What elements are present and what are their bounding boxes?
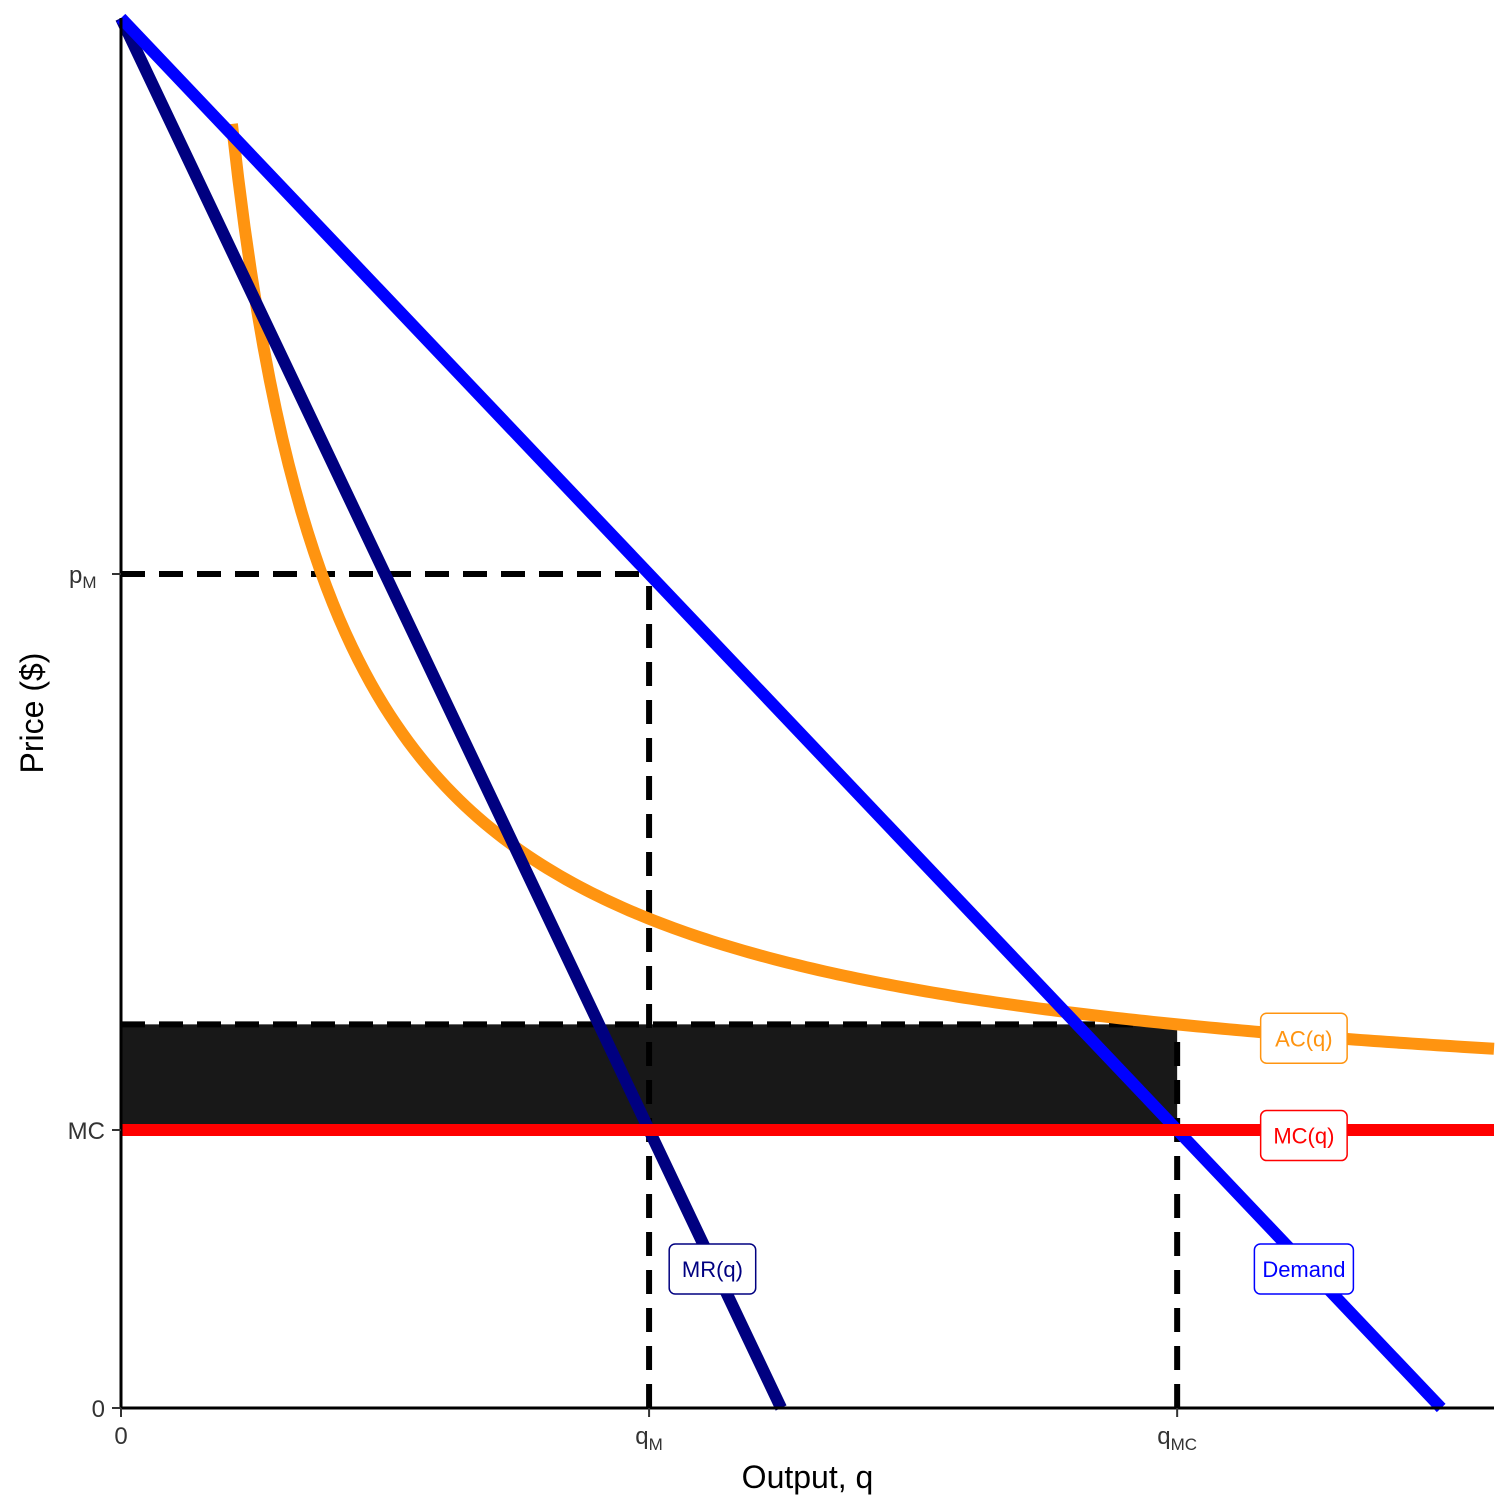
label-box <box>1259 1012 1348 1065</box>
x-tick-subscript: MC <box>1171 1435 1197 1454</box>
label-box <box>1259 1109 1348 1162</box>
y-tick-subscript: M <box>82 573 96 592</box>
label-ac-q: AC(q) <box>1259 1012 1348 1065</box>
label-text: MC(q) <box>1273 1124 1334 1149</box>
label-text: Demand <box>1262 1257 1345 1282</box>
label-mr-q: MR(q) <box>668 1243 757 1295</box>
label-box <box>668 1243 757 1295</box>
x-tick-label: 0 <box>114 1423 127 1450</box>
curve-labels: AC(q) MC(q) MR(q) Demand <box>668 1012 1355 1295</box>
y-tick-label: MC <box>68 1118 105 1145</box>
demand-curve <box>116 13 1446 1413</box>
mr-q-curve <box>115 15 787 1411</box>
y-tick-label: pM <box>69 562 97 592</box>
x-tick-subscript: M <box>649 1435 663 1454</box>
y-axis-title: Price ($) <box>14 653 50 774</box>
label-text: MR(q) <box>682 1257 743 1282</box>
shaded-region-layer <box>121 1024 1178 1130</box>
y-tick-label: 0 <box>92 1396 105 1423</box>
label-box <box>1253 1243 1355 1295</box>
label-text: AC(q) <box>1275 1026 1332 1051</box>
series-layer <box>115 13 1495 1413</box>
x-axis-title: Output, q <box>742 1459 874 1495</box>
ac-q-curve <box>225 123 1495 1055</box>
label-mc-q: MC(q) <box>1259 1109 1348 1162</box>
x-tick-label: qM <box>635 1423 663 1454</box>
shaded-area <box>121 1024 1178 1130</box>
x-tick-label: qMC <box>1157 1423 1197 1454</box>
reference-lines <box>121 571 1181 1408</box>
label-demand: Demand <box>1253 1243 1355 1295</box>
